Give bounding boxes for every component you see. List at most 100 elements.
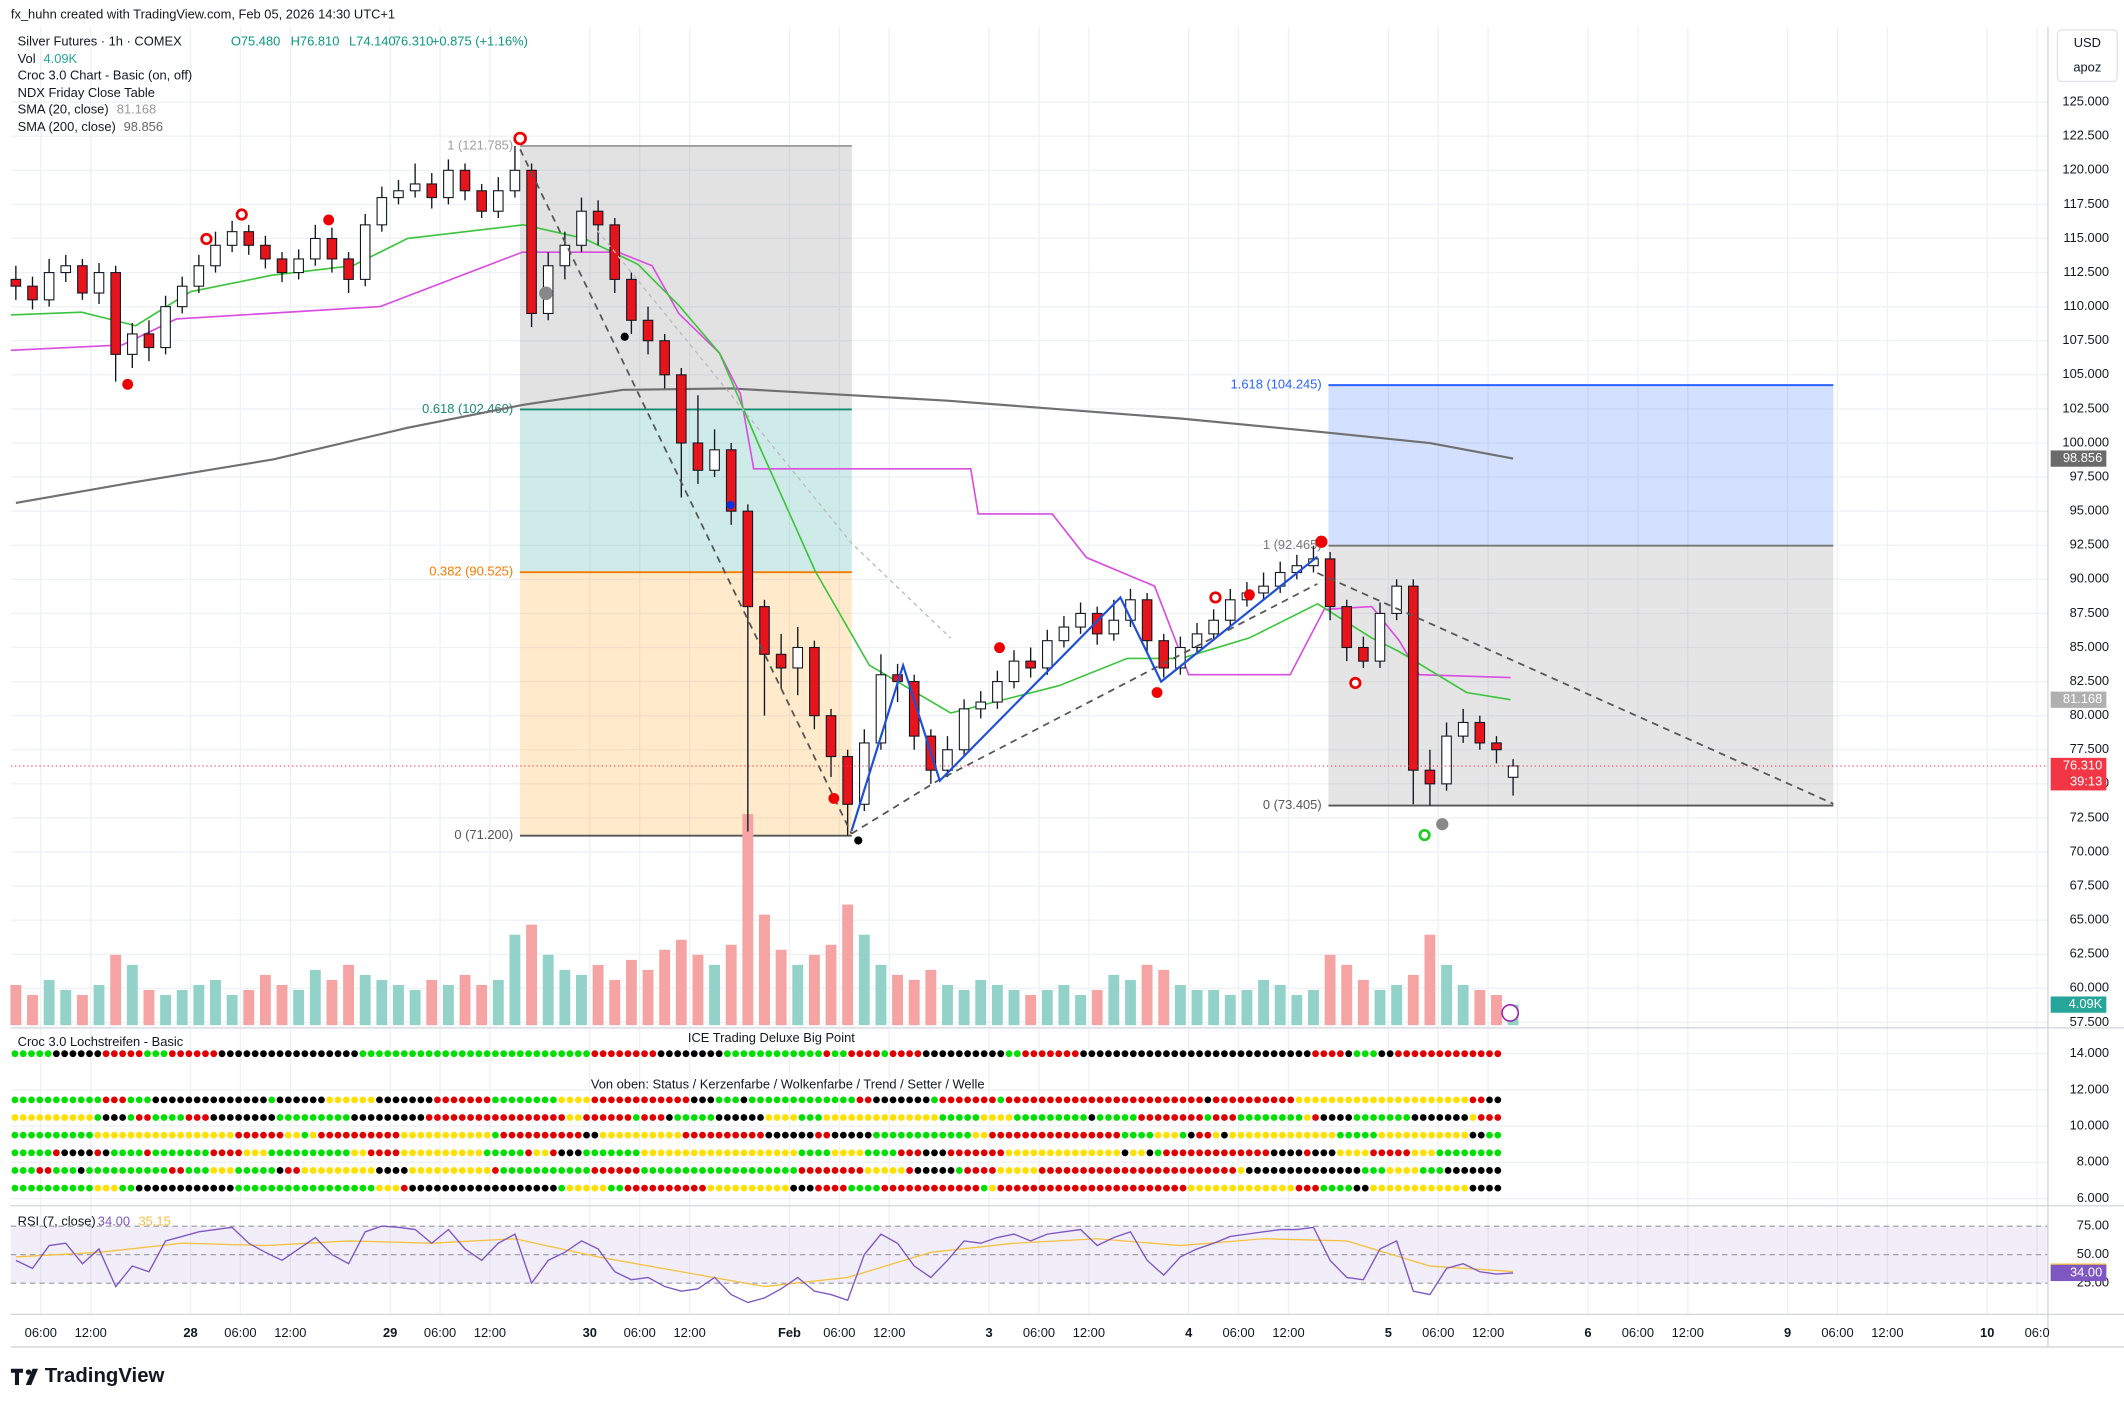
sma20-line (10, 224, 1511, 714)
status-dot (1105, 1114, 1112, 1121)
x-tick-label: 12:00 (873, 1325, 905, 1340)
status-dot (864, 1131, 872, 1139)
status-dot (566, 1167, 574, 1174)
status-dot (955, 1167, 963, 1174)
volume-bar (792, 964, 804, 1026)
status-dot (649, 1114, 657, 1121)
status-dot (608, 1050, 615, 1058)
x-tick-label: 12:00 (1672, 1325, 1704, 1340)
status-dot (467, 1184, 474, 1192)
status-dot (110, 1114, 118, 1121)
status-dot (367, 1114, 375, 1121)
status-dot (1287, 1184, 1295, 1192)
status-dot (1237, 1050, 1245, 1058)
status-dot (1328, 1096, 1336, 1104)
status-dot (243, 1184, 251, 1192)
status-dot (1428, 1114, 1435, 1121)
status-dot (1212, 1167, 1220, 1174)
status-dot (400, 1096, 408, 1104)
status-dot (541, 1114, 549, 1121)
x-tick-label: 06:00 (1622, 1325, 1654, 1340)
ohlc-change: +0.875 (+1.16%) (432, 33, 528, 48)
status-dot (367, 1149, 375, 1157)
status-dot (1303, 1096, 1311, 1104)
status-dot (367, 1050, 375, 1058)
status-dot (1245, 1096, 1253, 1104)
volume-bar (343, 964, 355, 1026)
status-dot (574, 1114, 582, 1121)
status-dot (616, 1149, 624, 1157)
status-dot (699, 1149, 706, 1157)
y-tick-label: 122.500 (2062, 128, 2109, 143)
status-dot (525, 1050, 532, 1058)
status-dot (690, 1149, 698, 1157)
status-dot (955, 1149, 963, 1157)
status-dot (1452, 1096, 1460, 1104)
status-dot (1270, 1114, 1278, 1121)
replay-icon[interactable] (1501, 1003, 1520, 1022)
status-dot (1444, 1096, 1452, 1104)
status-dot (127, 1167, 135, 1174)
x-tick-label: 6 (1584, 1325, 1591, 1340)
y-tick-label: 92.500 (2070, 537, 2109, 552)
volume-bar (1407, 974, 1419, 1026)
status-dot (574, 1167, 582, 1174)
status-dot (748, 1149, 756, 1157)
volume-bar (1041, 989, 1053, 1026)
status-dot (566, 1114, 574, 1121)
status-dot (318, 1149, 325, 1157)
status-dot (210, 1167, 218, 1174)
status-dot (293, 1131, 300, 1139)
status-dot (1403, 1050, 1411, 1058)
scale-mode[interactable]: apoz (2073, 59, 2101, 74)
y-tick-label: 65.000 (2070, 912, 2109, 927)
status-dot (781, 1114, 789, 1121)
status-dot (707, 1184, 715, 1192)
volume-bar (1457, 984, 1469, 1026)
status-dot (508, 1167, 516, 1174)
status-dot (127, 1184, 135, 1192)
status-dot (964, 1114, 972, 1121)
status-dot (318, 1167, 325, 1174)
status-dot (52, 1167, 60, 1174)
currency[interactable]: USD (2074, 35, 2101, 50)
status-dot (1444, 1184, 1452, 1192)
status-dot (458, 1131, 466, 1139)
status-dot (1361, 1050, 1369, 1058)
status-dot (732, 1149, 740, 1157)
status-dot (44, 1184, 52, 1192)
status-dot (442, 1149, 450, 1157)
volume-bar (1058, 984, 1070, 1026)
status-dot (1287, 1167, 1295, 1174)
marker (1243, 589, 1255, 601)
status-dot (558, 1131, 566, 1139)
status-dot (732, 1131, 740, 1139)
volume-bar (1424, 934, 1436, 1026)
candle-body (1008, 660, 1020, 683)
status-dot (193, 1131, 201, 1139)
status-dot (1229, 1131, 1237, 1139)
status-dot (541, 1184, 549, 1192)
status-dot (417, 1096, 425, 1104)
status-dot (1212, 1050, 1220, 1058)
status-dot (1295, 1096, 1303, 1104)
status-dot (392, 1184, 400, 1192)
status-dot (1403, 1096, 1411, 1104)
status-dot (516, 1114, 524, 1121)
candle-body (326, 237, 338, 260)
status-dot (740, 1050, 748, 1058)
status-dot (1452, 1050, 1460, 1058)
status-dot (964, 1131, 972, 1139)
status-dot (226, 1114, 234, 1121)
status-dot (798, 1149, 806, 1157)
status-dot (28, 1184, 35, 1192)
status-dot (525, 1184, 532, 1192)
rsi-ma-line (15, 1238, 1514, 1288)
status-dot (492, 1096, 499, 1104)
status-dot (135, 1131, 143, 1139)
status-dot (284, 1167, 292, 1174)
currency-box[interactable] (2056, 29, 2118, 83)
status-dot (516, 1167, 524, 1174)
status-dot (574, 1184, 582, 1192)
status-dot (367, 1167, 375, 1174)
